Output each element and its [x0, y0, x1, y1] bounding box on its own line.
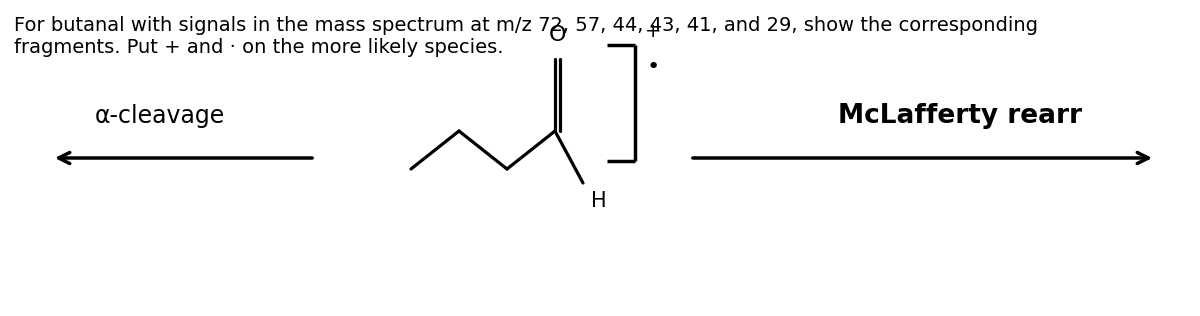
Text: H: H	[592, 191, 607, 211]
Text: For butanal with signals in the mass spectrum at m/z 72, 57, 44, 43, 41, and 29,: For butanal with signals in the mass spe…	[14, 16, 1038, 35]
Text: O: O	[548, 25, 565, 45]
Text: McLafferty rearr: McLafferty rearr	[838, 103, 1082, 129]
Text: +: +	[644, 22, 661, 41]
Text: α-cleavage: α-cleavage	[95, 104, 226, 128]
Text: fragments. Put + and · on the more likely species.: fragments. Put + and · on the more likel…	[14, 38, 504, 57]
Text: •: •	[647, 57, 660, 77]
